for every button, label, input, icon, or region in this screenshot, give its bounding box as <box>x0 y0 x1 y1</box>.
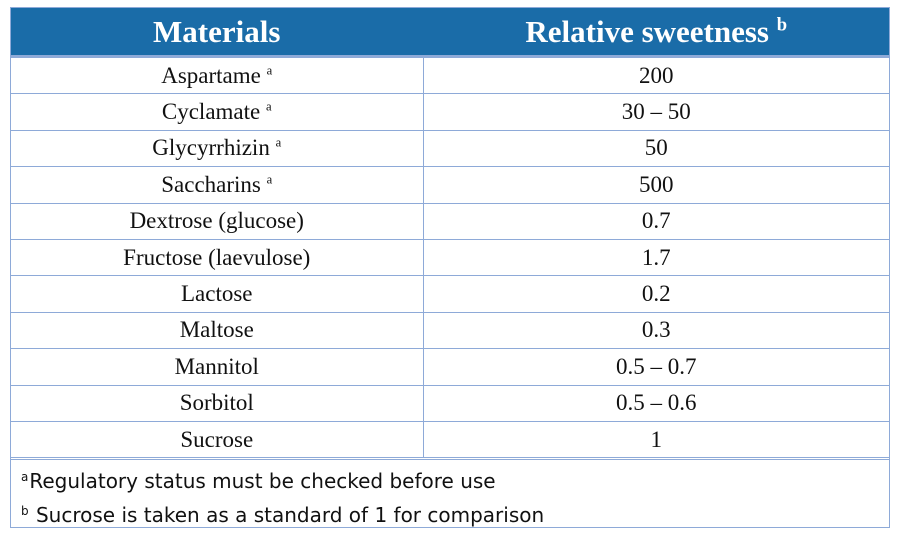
footnote-mark: a <box>275 135 282 150</box>
footnote-b-mark: b <box>21 503 29 518</box>
material-name: Cyclamate <box>161 99 261 125</box>
header-relative-sweetness: Relative sweetness b <box>422 8 889 58</box>
sweetness-cell: 0.5 – 0.6 <box>422 384 889 422</box>
table-body: Aspartame a 200 Cyclamate a 30 – 50 Glyc… <box>11 56 889 461</box>
footnote-mark: a <box>266 172 273 187</box>
material-name: Aspartame <box>161 62 261 88</box>
table-row: Dextrose (glucose) 0.7 <box>11 202 889 240</box>
table-row: Fructose (laevulose) 1.7 <box>11 238 889 277</box>
table-header: Materials Relative sweetness b <box>11 8 889 58</box>
footnote-a-text: Regulatory status must be checked before… <box>29 469 496 494</box>
footnote-b: b Sucrose is taken as a standard of 1 fo… <box>21 498 889 532</box>
table-row: Cyclamate a 30 – 50 <box>11 93 889 131</box>
table-row: Mannitol 0.5 – 0.7 <box>11 348 889 386</box>
material-name: Glycyrrhizin <box>152 135 270 161</box>
sweetness-cell: 1 <box>422 420 889 461</box>
sweetness-table: Materials Relative sweetness b Aspartame… <box>11 8 889 461</box>
material-name: Fructose (laevulose) <box>123 244 311 270</box>
footnote-mark: a <box>266 63 273 78</box>
header-sweetness-footnote-mark: b <box>776 14 788 36</box>
footnote-b-text: Sucrose is taken as a standard of 1 for … <box>35 503 545 528</box>
sweetness-cell: 50 <box>422 129 889 168</box>
sweetness-cell: 0.2 <box>422 275 889 313</box>
footnote-a-mark: a <box>21 469 29 484</box>
footnotes: aRegulatory status must be checked befor… <box>11 460 889 532</box>
sweetness-cell: 0.3 <box>422 311 889 350</box>
table-row: Sucrose 1 <box>11 420 889 461</box>
material-cell: Lactose <box>11 275 423 313</box>
header-row: Materials Relative sweetness b <box>11 8 889 58</box>
table-row: Lactose 0.2 <box>11 275 889 313</box>
sweetness-cell: 0.7 <box>422 202 889 240</box>
material-cell: Mannitol <box>11 348 423 386</box>
material-name: Sucrose <box>180 426 254 452</box>
sweetness-cell: 500 <box>422 166 889 204</box>
material-name: Lactose <box>180 281 253 307</box>
table-row: Glycyrrhizin a 50 <box>11 129 889 168</box>
material-cell: Maltose <box>11 311 423 350</box>
material-cell: Cyclamate a <box>11 93 423 131</box>
material-name: Dextrose (glucose) <box>129 208 304 234</box>
table-row: Sorbitol 0.5 – 0.6 <box>11 384 889 422</box>
sweetness-cell: 30 – 50 <box>422 93 889 131</box>
material-name: Maltose <box>179 317 254 343</box>
material-cell: Sorbitol <box>11 384 423 422</box>
material-name: Saccharins <box>161 171 261 197</box>
material-name: Sorbitol <box>179 390 254 416</box>
sweetness-cell: 1.7 <box>422 238 889 277</box>
sweetness-table-container: Materials Relative sweetness b Aspartame… <box>10 7 890 528</box>
header-materials-label: Materials <box>153 13 281 49</box>
header-materials: Materials <box>11 8 423 58</box>
footnote-a: aRegulatory status must be checked befor… <box>21 464 889 498</box>
material-cell: Fructose (laevulose) <box>11 238 423 277</box>
footnote-mark: a <box>265 99 272 114</box>
header-sweetness-label: Relative sweetness <box>525 13 770 49</box>
material-name: Mannitol <box>174 353 259 379</box>
material-cell: Glycyrrhizin a <box>11 129 423 168</box>
table-row: Saccharins a 500 <box>11 166 889 204</box>
material-cell: Saccharins a <box>11 166 423 204</box>
sweetness-cell: 0.5 – 0.7 <box>422 348 889 386</box>
material-cell: Aspartame a <box>11 56 423 95</box>
table-row: Aspartame a 200 <box>11 56 889 95</box>
sweetness-cell: 200 <box>422 56 889 95</box>
material-cell: Sucrose <box>11 420 423 461</box>
material-cell: Dextrose (glucose) <box>11 202 423 240</box>
table-row: Maltose 0.3 <box>11 311 889 350</box>
